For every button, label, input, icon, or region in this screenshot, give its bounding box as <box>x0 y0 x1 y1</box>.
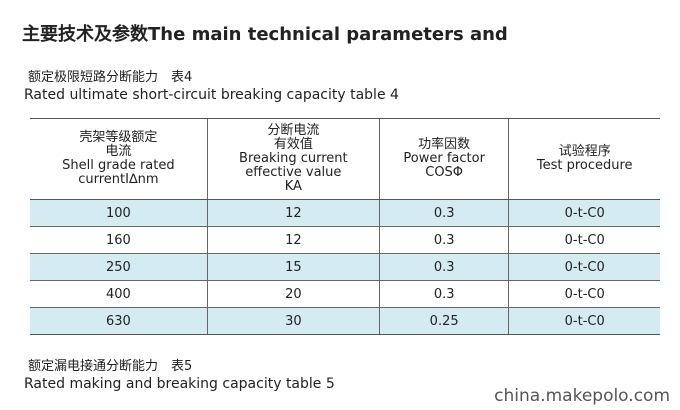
column-header: 试验程序 Test procedure <box>508 118 660 200</box>
parameter-table: 壳架等级额定 电流 Shell grade rated currentI∆nm 分断电流… <box>30 118 660 335</box>
table-cell: 160 <box>30 226 208 254</box>
header-line: KA <box>284 179 302 194</box>
header-row: 壳架等级额定 电流 Shell grade rated currentI∆nm 分断电流… <box>30 118 660 200</box>
caption-cn: 额定漏电接通分断能力 表5 <box>28 359 193 374</box>
table-cell: 15 <box>206 253 380 281</box>
caption-cn: 额定极限短路分断能力 表4 <box>28 70 193 85</box>
table-cell: 630 <box>30 307 208 335</box>
table-cell: 400 <box>30 280 208 308</box>
table-cell: 0-t-C0 <box>508 226 660 254</box>
table-cell: 0-t-C0 <box>508 307 660 335</box>
table-cell: 100 <box>30 199 208 227</box>
table-cell: 0-t-C0 <box>508 280 660 308</box>
header-line: 试验程序 <box>558 144 611 159</box>
table-cell: 0.3 <box>378 253 509 281</box>
header-line: 电流 <box>105 144 132 159</box>
header-line: Shell grade rated <box>62 158 175 173</box>
table-cell: 0.3 <box>378 280 509 308</box>
table-cell: 0-t-C0 <box>508 253 660 281</box>
header-line: Power factor <box>403 151 485 166</box>
table-row: 630 30 0.25 0-t-C0 <box>30 307 660 335</box>
header-line: effective value <box>245 165 342 180</box>
table-cell: 12 <box>206 199 380 227</box>
header-line: 功率因数 <box>418 137 471 152</box>
table-cell: 0-t-C0 <box>508 199 660 227</box>
table-body: 100 12 0.3 0-t-C0 160 12 0.3 0-t-C0 250 15 0.3 0-t-… <box>30 199 660 335</box>
watermark: china.makepolo.com <box>494 386 670 406</box>
header-line: Test procedure <box>536 158 633 173</box>
table-cell: 12 <box>206 226 380 254</box>
table-cell: 20 <box>206 280 380 308</box>
table-row: 400 20 0.3 0-t-C0 <box>30 280 660 308</box>
table-row: 100 12 0.3 0-t-C0 <box>30 199 660 227</box>
header-line: 壳架等级额定 <box>79 130 158 145</box>
table-cell: 0.3 <box>378 226 509 254</box>
table-head: 壳架等级额定 电流 Shell grade rated currentI∆nm 分断电流… <box>30 118 660 200</box>
header-line: 有效值 <box>273 137 313 152</box>
table-row: 250 15 0.3 0-t-C0 <box>30 253 660 281</box>
table-cell: 0.3 <box>378 199 509 227</box>
column-header: 壳架等级额定 电流 Shell grade rated currentI∆nm <box>30 118 208 200</box>
header-line: Breaking current <box>239 151 348 166</box>
caption-en: Rated making and breaking capacity table… <box>24 376 335 392</box>
table-row: 160 12 0.3 0-t-C0 <box>30 226 660 254</box>
table-cell: 0.25 <box>378 307 509 335</box>
table-cell: 250 <box>30 253 208 281</box>
column-header: 功率因数 Power factor COSΦ <box>378 118 509 200</box>
caption-en: Rated ultimate short-circuit breaking ca… <box>24 87 399 103</box>
header-line: 分断电流 <box>267 123 320 138</box>
header-line: currentI∆nm <box>78 172 159 187</box>
header-line: COSΦ <box>425 165 464 180</box>
title: 主要技术及参数The main technical parameters and <box>22 24 508 45</box>
table-cell: 30 <box>206 307 380 335</box>
column-header: 分断电流 有效值 Breaking current effective value KA <box>206 118 380 200</box>
